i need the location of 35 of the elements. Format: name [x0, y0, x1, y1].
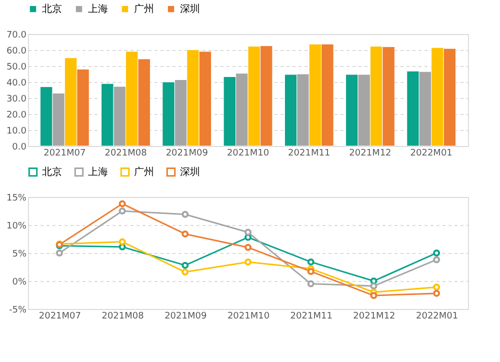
- y-tick-label: 0.0: [12, 142, 27, 152]
- y-tick-label: 15%: [6, 194, 27, 204]
- legend-label: 上海: [88, 3, 108, 16]
- legend-label: 广州: [134, 166, 154, 178]
- x-tick-label: 2021M08: [104, 148, 148, 158]
- y-tick-label: 40.0: [6, 78, 27, 88]
- x-tick-label: 2021M10: [226, 148, 270, 158]
- x-tick-label: 2021M11: [288, 148, 330, 158]
- x-tick-label: 2021M07: [38, 312, 81, 322]
- legend-label: 上海: [88, 166, 108, 178]
- y-tick-label: 30.0: [6, 94, 27, 104]
- x-tick-label: 2021M09: [166, 148, 208, 158]
- x-tick-label: 2021M09: [164, 312, 207, 322]
- x-tick-label: 2021M12: [349, 148, 392, 158]
- y-tick-label: 60.0: [6, 46, 27, 56]
- x-tick-label: 2021M08: [102, 312, 144, 322]
- x-tick-label: 2021M11: [290, 312, 332, 322]
- x-tick-label: 2022M01: [410, 148, 452, 158]
- y-tick-label: 10.0: [6, 126, 27, 136]
- legend-label: 北京: [42, 166, 62, 178]
- legend-label: 北京: [42, 3, 62, 16]
- y-tick-label: 10%: [6, 222, 27, 232]
- y-tick-label: 0%: [12, 278, 27, 288]
- x-tick-label: 2021M12: [353, 312, 396, 322]
- legend-label: 深圳: [180, 166, 200, 178]
- legend-label: 广州: [134, 3, 154, 16]
- x-tick-label: 2022M01: [416, 312, 458, 322]
- y-tick-label: 50.0: [6, 62, 27, 72]
- y-tick-label: 5%: [12, 250, 27, 260]
- x-tick-label: 2021M07: [44, 148, 86, 158]
- legend-label: 深圳: [180, 3, 200, 16]
- y-tick-label: -5%: [8, 306, 27, 316]
- y-tick-label: 20.0: [6, 110, 27, 120]
- y-tick-label: 70.0: [6, 30, 27, 40]
- x-tick-label: 2021M10: [227, 312, 270, 322]
